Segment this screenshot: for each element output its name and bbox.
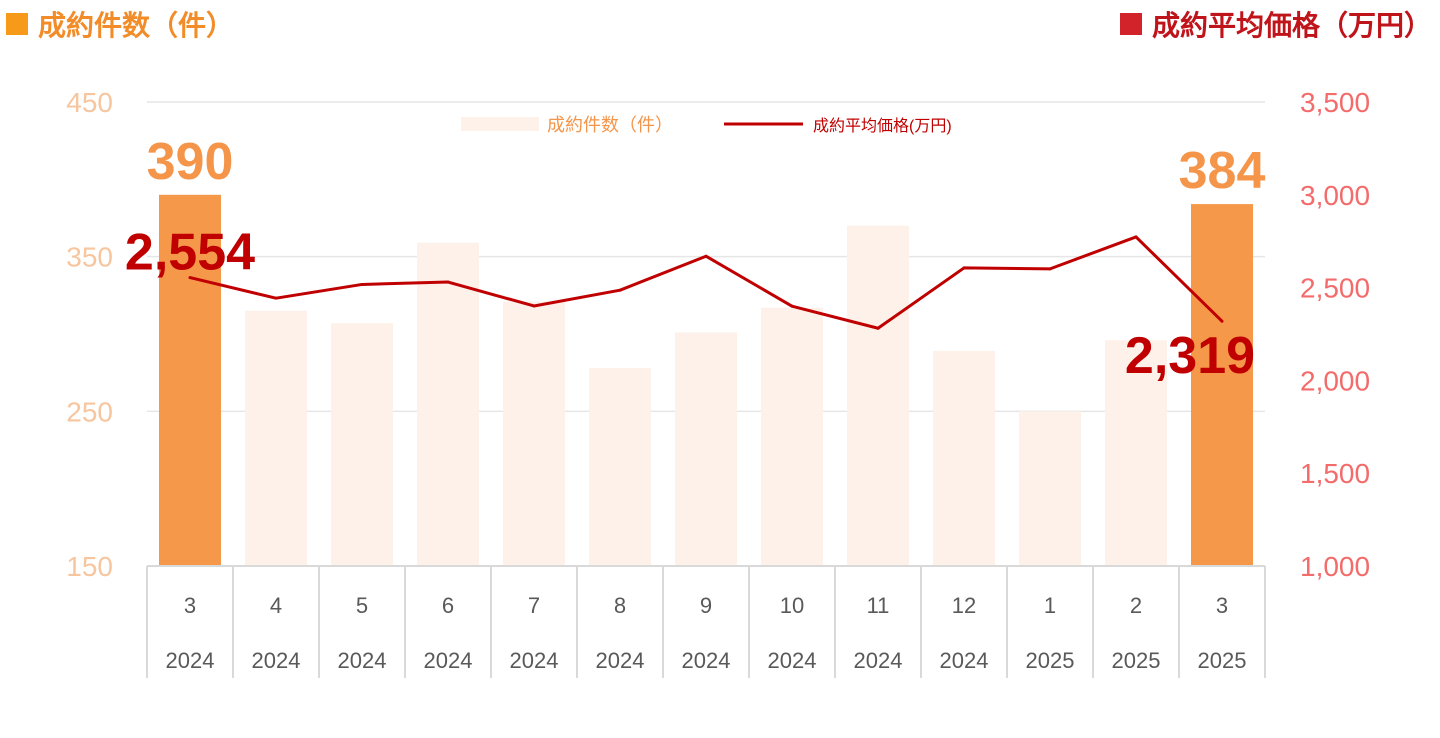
x-tick-year-12: 2025	[1198, 648, 1247, 673]
x-tick-year-2: 2024	[338, 648, 387, 673]
data-label-line-first: 2,554	[125, 224, 255, 282]
x-tick-month-11: 2	[1130, 593, 1142, 618]
bar-5	[589, 368, 651, 566]
x-tick-year-5: 2024	[596, 648, 645, 673]
x-tick-year-3: 2024	[424, 648, 473, 673]
line-point-2	[360, 282, 364, 286]
y-left-tick-450: 450	[66, 87, 113, 118]
line-point-1	[274, 296, 278, 300]
x-tick-year-8: 2024	[854, 648, 903, 673]
x-tick-month-7: 10	[780, 593, 804, 618]
x-tick-month-2: 5	[356, 593, 368, 618]
x-tick-month-4: 7	[528, 593, 540, 618]
y-right-tick-2000: 2,000	[1300, 365, 1370, 396]
data-label-bar-last: 384	[1179, 142, 1266, 200]
y-right-tick-1000: 1,000	[1300, 551, 1370, 582]
x-tick-year-9: 2024	[940, 648, 989, 673]
x-tick-year-6: 2024	[682, 648, 731, 673]
line-point-3	[446, 280, 450, 284]
y-right-tick-3500: 3,500	[1300, 87, 1370, 118]
y-left-tick-350: 350	[66, 242, 113, 273]
left-title-square-icon	[6, 13, 28, 35]
bar-6	[675, 332, 737, 566]
y-right-tick-1500: 1,500	[1300, 458, 1370, 489]
x-tick-month-12: 3	[1216, 593, 1228, 618]
bar-3	[417, 242, 479, 566]
y-left-tick-250: 250	[66, 396, 113, 427]
bar-7	[761, 307, 823, 566]
bar-2	[331, 323, 393, 566]
legend-swatch-bars	[461, 117, 539, 131]
line-series-price	[189, 235, 1224, 330]
bar-1	[245, 310, 307, 566]
y-right-tick-3000: 3,000	[1300, 180, 1370, 211]
bar-4	[503, 301, 565, 566]
x-tick-year-7: 2024	[768, 648, 817, 673]
x-tick-year-1: 2024	[252, 648, 301, 673]
line-point-11	[1134, 235, 1138, 239]
line-point-8	[876, 326, 880, 330]
right-axis-title: 成約平均価格（万円）	[1119, 4, 1432, 44]
left-axis-title: 成約件数（件）	[6, 4, 234, 44]
x-tick-year-10: 2025	[1026, 648, 1075, 673]
right-title-square-icon	[1119, 13, 1142, 35]
bar-9	[933, 351, 995, 566]
bar-12	[1191, 204, 1253, 566]
x-tick-month-1: 4	[270, 593, 282, 618]
line-point-0	[188, 276, 192, 280]
bar-10	[1019, 411, 1081, 566]
x-tick-month-10: 1	[1044, 593, 1056, 618]
x-tick-month-0: 3	[184, 593, 196, 618]
data-label-bar-first: 390	[147, 133, 234, 191]
line-point-10	[1048, 267, 1052, 271]
x-tick-month-9: 12	[952, 593, 976, 618]
right-title-text: 成約平均価格（万円）	[1151, 9, 1432, 42]
line-point-4	[532, 304, 536, 308]
x-tick-year-11: 2025	[1112, 648, 1161, 673]
x-tick-month-6: 9	[700, 593, 712, 618]
legend-label-line: 成約平均価格(万円)	[813, 117, 952, 135]
line-point-12	[1220, 319, 1224, 323]
line-point-6	[704, 254, 708, 258]
x-tick-month-5: 8	[614, 593, 626, 618]
y-right-tick-2500: 2,500	[1300, 273, 1370, 304]
bar-0	[159, 194, 221, 567]
x-tick-year-0: 2024	[166, 648, 215, 673]
line-point-5	[618, 288, 622, 292]
bar-11	[1105, 340, 1167, 566]
data-label-line-last: 2,319	[1125, 327, 1255, 385]
left-title-text: 成約件数（件）	[38, 9, 235, 42]
line-point-7	[790, 304, 794, 308]
bar-8	[847, 225, 909, 566]
x-tick-year-4: 2024	[510, 648, 559, 673]
y-left-tick-150: 150	[66, 551, 113, 582]
line-point-9	[962, 266, 966, 270]
x-tick-month-3: 6	[442, 593, 454, 618]
x-tick-month-8: 11	[867, 593, 890, 618]
legend-label-bars: 成約件数（件）	[547, 115, 673, 135]
